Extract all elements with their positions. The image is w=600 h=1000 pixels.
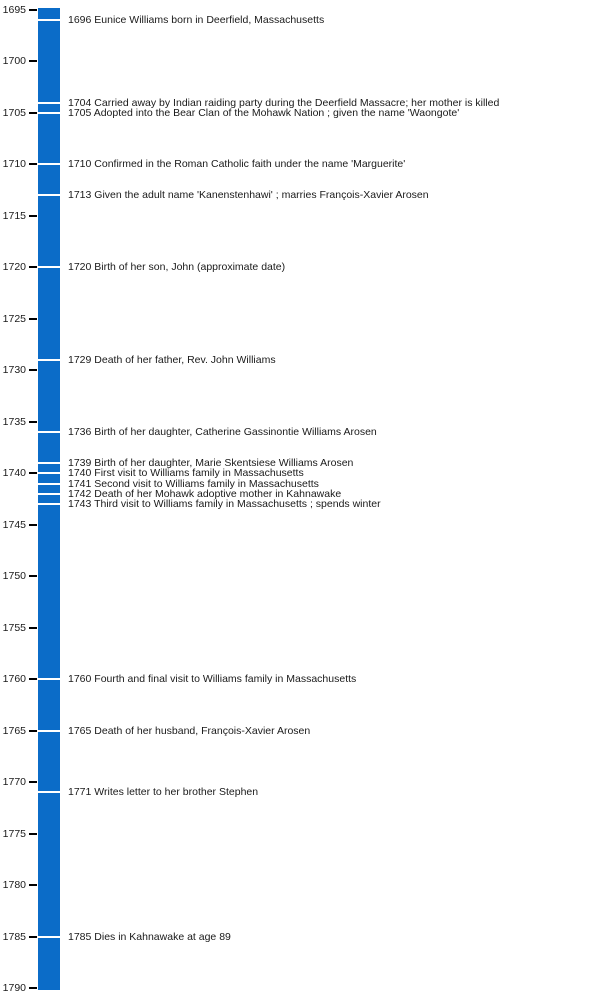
event-tick bbox=[38, 163, 60, 166]
event-label: 1740 First visit to Williams family in M… bbox=[68, 467, 304, 480]
axis-tick bbox=[29, 523, 37, 526]
axis-tick bbox=[29, 214, 37, 217]
event-tick bbox=[38, 791, 60, 794]
event-tick bbox=[38, 729, 60, 732]
axis-tick-label: 1695 bbox=[2, 4, 26, 16]
event-tick bbox=[38, 194, 60, 197]
axis-tick bbox=[29, 111, 37, 114]
axis-tick bbox=[29, 472, 37, 475]
axis-tick-label: 1775 bbox=[2, 827, 26, 840]
event-tick bbox=[38, 935, 60, 938]
event-label: 1785 Dies in Kahnawake at age 89 bbox=[68, 930, 231, 943]
axis-tick-label: 1755 bbox=[2, 621, 26, 634]
event-tick bbox=[38, 111, 60, 114]
event-tick bbox=[38, 678, 60, 681]
event-label: 1771 Writes letter to her brother Stephe… bbox=[68, 786, 259, 799]
axis-tick-label: 1720 bbox=[2, 261, 26, 274]
event-label: 1713 Given the adult name 'Kanenstenhawi… bbox=[68, 189, 429, 202]
axis-tick-label: 1730 bbox=[2, 364, 26, 377]
event-label: 1765 Death of her husband, François-Xavi… bbox=[68, 724, 311, 737]
axis-tick bbox=[29, 729, 37, 732]
timeline-bar bbox=[38, 8, 60, 990]
event-tick bbox=[38, 482, 60, 485]
axis-tick bbox=[29, 678, 37, 681]
event-tick bbox=[38, 19, 60, 22]
axis-tick-label: 1735 bbox=[2, 415, 26, 428]
axis-tick bbox=[29, 626, 37, 629]
axis-tick bbox=[29, 60, 37, 63]
axis-tick-label: 1740 bbox=[2, 467, 26, 480]
axis-tick bbox=[29, 163, 37, 166]
event-tick bbox=[38, 461, 60, 464]
axis-tick bbox=[29, 369, 37, 372]
axis-tick-label: 1785 bbox=[2, 930, 26, 943]
axis-tick-label: 1725 bbox=[2, 312, 26, 325]
event-tick bbox=[38, 431, 60, 434]
event-label: 1704 Carried away by Indian raiding part… bbox=[68, 96, 500, 109]
event-label: 1760 Fourth and final visit to Williams … bbox=[68, 673, 357, 686]
event-tick bbox=[38, 101, 60, 104]
event-tick bbox=[38, 359, 60, 362]
event-label: 1741 Second visit to Williams family in … bbox=[68, 477, 319, 490]
axis-tick-label: 1710 bbox=[2, 158, 26, 171]
axis-tick bbox=[29, 987, 37, 990]
event-tick bbox=[38, 472, 60, 475]
axis-tick-label: 1750 bbox=[2, 570, 26, 583]
event-label: 1729 Death of her father, Rev. John Will… bbox=[68, 354, 276, 367]
axis-tick bbox=[29, 9, 37, 11]
axis-tick-label: 1770 bbox=[2, 776, 26, 789]
axis-tick bbox=[29, 317, 37, 320]
axis-tick-label: 1705 bbox=[2, 106, 26, 119]
event-label: 1739 Birth of her daughter, Marie Skents… bbox=[68, 456, 354, 469]
event-label: 1743 Third visit to Williams family in M… bbox=[68, 498, 381, 511]
event-label: 1710 Confirmed in the Roman Catholic fai… bbox=[68, 158, 406, 171]
axis-tick bbox=[29, 575, 37, 578]
event-tick bbox=[38, 492, 60, 495]
event-tick bbox=[38, 266, 60, 269]
axis-tick-label: 1700 bbox=[2, 55, 26, 68]
event-label: 1705 Adopted into the Bear Clan of the M… bbox=[68, 106, 460, 119]
axis-tick bbox=[29, 781, 37, 784]
axis-tick-label: 1780 bbox=[2, 879, 26, 892]
axis-tick-label: 1765 bbox=[2, 724, 26, 737]
axis-tick bbox=[29, 884, 37, 887]
axis-tick bbox=[29, 420, 37, 423]
axis-tick bbox=[29, 832, 37, 835]
axis-tick bbox=[29, 935, 37, 938]
event-label: 1736 Birth of her daughter, Catherine Ga… bbox=[68, 426, 377, 439]
axis-tick-label: 1715 bbox=[2, 209, 26, 222]
axis-tick-label: 1790 bbox=[2, 982, 26, 995]
axis-tick-label: 1760 bbox=[2, 673, 26, 686]
axis-tick-label: 1745 bbox=[2, 518, 26, 531]
axis-tick bbox=[29, 266, 37, 269]
event-tick bbox=[38, 503, 60, 506]
event-label: 1742 Death of her Mohawk adoptive mother… bbox=[68, 487, 342, 500]
event-label: 1720 Birth of her son, John (approximate… bbox=[68, 261, 286, 274]
event-label: 1696 Eunice Williams born in Deerfield, … bbox=[68, 14, 325, 27]
